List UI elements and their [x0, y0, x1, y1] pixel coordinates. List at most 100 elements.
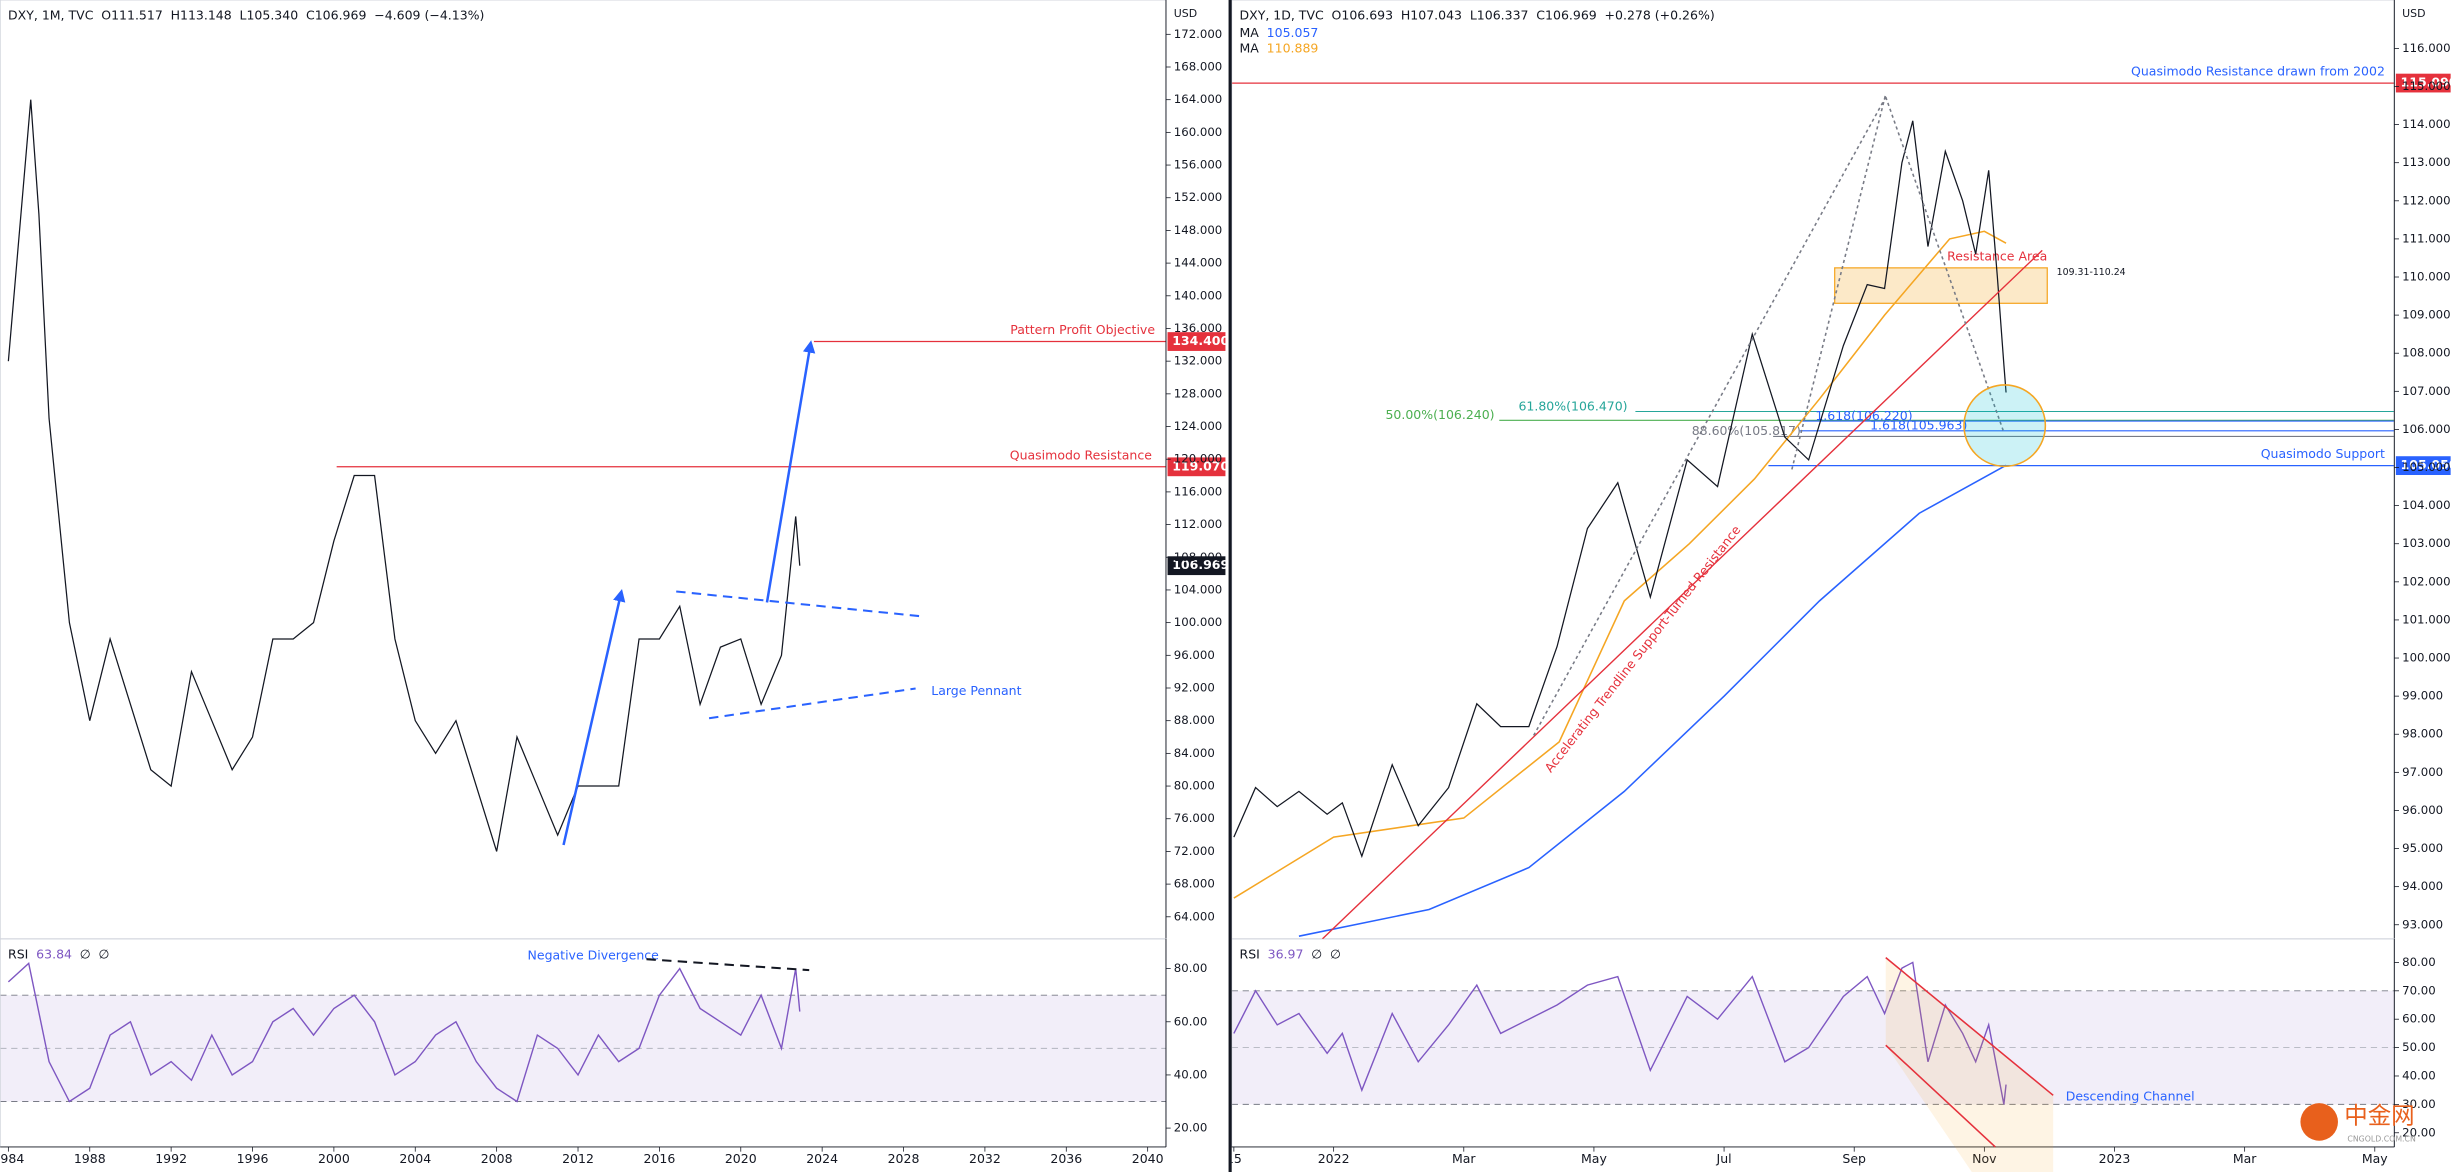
y-tick-label: 110.000: [2402, 270, 2450, 284]
y-tick-label: 156.000: [1174, 158, 1222, 172]
y-tick-label: 172.000: [1174, 27, 1222, 41]
highlight: [1963, 384, 2047, 468]
arrow: [562, 589, 626, 846]
y-tick-label: 140.000: [1174, 288, 1222, 302]
annotation: Negative Divergence: [528, 948, 660, 963]
price-line: [7, 99, 801, 852]
x-tick-label: 2040: [1132, 1151, 1164, 1166]
y-tick-label: 76.000: [1174, 811, 1215, 825]
y-tick-label: 70.00: [2402, 983, 2436, 997]
price-marker: [2395, 73, 2451, 93]
fib-line: [1533, 96, 1887, 736]
pennant-line: [708, 687, 916, 720]
fib-label: 1.618(105.963): [1870, 418, 1967, 433]
header: RSI 36.97 ∅ ∅: [1240, 946, 1341, 961]
y-tick-label: 72.000: [1174, 844, 1215, 858]
channel-line: [1885, 1044, 1996, 1148]
y-tick-label: 40.00: [1174, 1067, 1208, 1081]
x-tick-label: Nov: [1972, 1151, 1997, 1166]
y-tick-label: 20.00: [2402, 1125, 2436, 1139]
y-tick-label: 68.000: [1174, 877, 1215, 891]
y-tick-label: 88.000: [1174, 713, 1215, 727]
y-tick-label: 80.00: [1174, 961, 1208, 975]
x-tick-label: 2023: [2099, 1151, 2131, 1166]
level-name: Quasimodo Support: [2261, 446, 2385, 461]
y-tick-label: 124.000: [1174, 419, 1222, 433]
channel-fill: [1885, 957, 2054, 1172]
y-tick-label: 120.000: [1174, 452, 1222, 466]
pane: [0, 961, 1166, 1103]
header: DXY, 1M, TVC O111.517 H113.148 L105.340 C106…: [8, 7, 484, 22]
header: RSI 63.84 ∅ ∅: [8, 946, 109, 961]
y-tick-label: 148.000: [1174, 223, 1222, 237]
watermark-logo: [2300, 1103, 2338, 1141]
header-title: RSI: [1240, 946, 1260, 961]
x-tick-label: 2036: [1050, 1151, 1082, 1166]
header-value: H113.148: [171, 7, 232, 22]
unit: USD: [2402, 7, 2425, 20]
x-tick-label: Sep: [1842, 1151, 1866, 1166]
annotation: Large Pennant: [931, 683, 1021, 698]
y-tick-label: 97.000: [2402, 765, 2443, 779]
y-tick-label: 114.000: [2402, 117, 2450, 131]
y-tick-label: 116.000: [2402, 41, 2450, 55]
watermark: 中金网: [2344, 1102, 2414, 1130]
level-name: Pattern Profit Objective: [1010, 322, 1155, 337]
header: DXY, 1D, TVC O106.693 H107.043 L106.337 C106…: [1240, 7, 1715, 22]
x-tick-label: 1992: [155, 1151, 187, 1166]
price-marker-label: 134.400: [1172, 333, 1229, 348]
y-tick-label: 64.000: [1174, 909, 1215, 923]
x-tick-label: 15: [1226, 1151, 1242, 1166]
zone-name: Resistance Area: [1947, 248, 2047, 263]
x-tick-label: 2024: [806, 1151, 838, 1166]
price-marker-label: 119.070: [1172, 458, 1229, 473]
annotation: Descending Channel: [2066, 1088, 2195, 1103]
fib-line: [1791, 93, 1887, 470]
fib-label: 1.618(106.220): [1815, 408, 1912, 423]
price-marker: [1167, 332, 1226, 351]
y-tick-label: 132.000: [1174, 354, 1222, 368]
y-tick-label: 80.000: [1174, 779, 1215, 793]
pennant-line: [676, 590, 924, 618]
y-tick-label: 100.000: [2402, 651, 2450, 665]
header-title: DXY, 1M, TVC: [8, 7, 94, 22]
rsi-line: [7, 961, 801, 1103]
header-value: +0.278 (+0.26%): [1605, 7, 1715, 22]
y-tick-label: 60.00: [2402, 1012, 2436, 1026]
y-tick-label: 84.000: [1174, 746, 1215, 760]
header-value: O106.693: [1332, 7, 1394, 22]
legend-value: 110.889: [1267, 40, 1319, 55]
y-tick-label: 95.000: [2402, 841, 2443, 855]
x-tick-label: Mar: [1452, 1151, 1476, 1166]
channel-line: [1885, 957, 2054, 1096]
x-tick-label: Mar: [2233, 1151, 2257, 1166]
y-tick-label: 94.000: [2402, 879, 2443, 893]
fib-label: 61.80%(106.470): [1518, 398, 1627, 413]
x-tick-label: 2028: [888, 1151, 920, 1166]
y-tick-label: 111.000: [2402, 231, 2450, 245]
level-name: Quasimodo Resistance: [1010, 447, 1152, 462]
price-marker-label: 105.050: [2401, 457, 2454, 472]
level-name: Quasimodo Resistance drawn from 2002: [2131, 64, 2385, 79]
header-title: DXY, 1D, TVC: [1240, 7, 1324, 22]
header-value: −4.609 (−4.13%): [374, 7, 484, 22]
trendline: [1321, 249, 2043, 939]
price-marker: [2395, 456, 2451, 476]
price-marker: [1167, 556, 1226, 576]
pane: Pattern Profit Objective Quasimodo Resist…: [7, 99, 1166, 852]
y-tick-label: 104.000: [1174, 582, 1222, 596]
fib-label: 88.60%(105.817): [1692, 423, 1801, 438]
legend-entry: MA 110.889: [1240, 40, 1319, 55]
x-tick-label: 2012: [562, 1151, 594, 1166]
header-value: 63.84: [36, 946, 72, 961]
zone-label: 109.31-110.24: [2057, 267, 2126, 278]
x-tick-label: May: [1581, 1151, 1607, 1166]
price-marker: [1167, 457, 1226, 477]
x-tick-label: 2004: [399, 1151, 431, 1166]
x-tick-label: 2032: [969, 1151, 1001, 1166]
y-tick-label: 136.000: [1174, 321, 1222, 335]
x-tick-label: 1984: [0, 1151, 24, 1166]
legend-name: MA: [1240, 40, 1260, 55]
y-tick-label: 80.00: [2402, 955, 2436, 969]
legend-name: MA: [1240, 24, 1260, 39]
